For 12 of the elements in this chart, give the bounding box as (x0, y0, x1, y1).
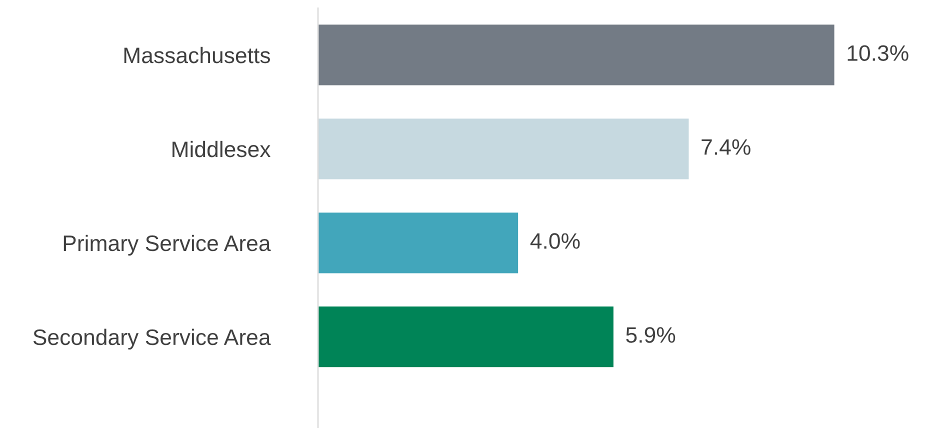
bar (318, 211, 520, 275)
data-label: 7.4% (702, 139, 750, 155)
y-tick-label: Massachusetts (124, 46, 270, 64)
y-tick-label: Middlesex (172, 140, 271, 158)
y-tick-label: Secondary Service Area (33, 328, 271, 350)
data-label: 10.3% (848, 45, 908, 61)
data-label: 5.9% (626, 327, 676, 343)
data-label: 4.0% (530, 233, 580, 249)
bar (318, 117, 690, 181)
bar (318, 23, 835, 87)
bar (318, 305, 615, 369)
y-tick-label: Primary Service Area (64, 234, 271, 256)
